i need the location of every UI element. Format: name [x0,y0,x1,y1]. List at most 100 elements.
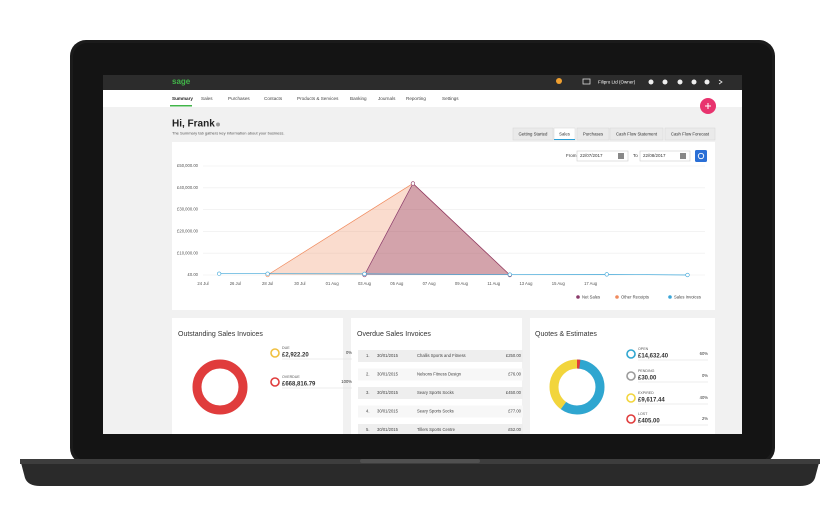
logout-icon[interactable] [718,79,723,85]
tab-label[interactable]: Cash Flow Forecast [671,132,710,137]
notification-icon[interactable] [556,78,562,84]
legend-marker [576,295,580,299]
point[interactable] [507,272,512,277]
home-icon[interactable] [648,79,654,85]
table-cell: £76.00 [508,372,521,377]
from-label: From [566,153,577,158]
tab-active-underline [554,139,575,140]
item-label: LOST [638,412,648,416]
nav-item[interactable]: Purchases [228,96,250,101]
gauge-icon [626,414,636,424]
refresh-button[interactable] [695,150,707,162]
help-icon[interactable] [677,79,683,85]
nav-item[interactable]: Journals [378,96,396,101]
table-cell: 3. [366,390,370,395]
x-tick-label: 30 Jul [294,281,305,286]
table-row[interactable] [358,387,523,399]
tab-label[interactable]: Purchases [583,132,603,137]
tab-label[interactable]: Cash Flow Statement [616,132,658,137]
screen: sage Filipro Ltd (Owner) Summary Sales Pur… [103,75,742,436]
laptop-base [20,459,820,486]
gauge-icon [626,349,636,359]
donut-segment [549,359,605,415]
y-tick-label: £30,000.00 [177,207,199,212]
nav-item[interactable]: Summary [172,96,193,101]
nav-item[interactable]: Settings [442,96,459,101]
calendar-icon[interactable] [680,153,686,159]
item-amount: £14,632.40 [638,354,669,360]
x-tick-label: 09 Aug [455,281,469,286]
panel-title: Quotes & Estimates [535,331,597,338]
table-row[interactable] [358,424,523,436]
settings-icon[interactable] [691,79,697,85]
point[interactable] [362,271,367,277]
item-percent: 0% [702,373,708,378]
tab-label[interactable]: Sales [559,132,570,137]
menu-icon[interactable] [582,78,591,85]
panel-title: Outstanding Sales Invoices [178,331,263,338]
x-tick-label: 13 Aug [519,281,533,286]
legend-label: Sales Invoices [674,295,701,300]
table-cell: 30/01/2015 [377,353,399,358]
x-tick-label: 11 Aug [487,281,500,286]
table-cell: 2. [366,372,370,377]
table-cell: Challis Sports and Fitness [417,353,466,358]
point[interactable] [265,271,270,276]
laptop-notch [360,459,480,463]
table-cell: Nelsons Fitness Design [417,372,462,377]
greeting: Hi, Frank [172,119,215,130]
table-cell: 5. [366,427,370,432]
point[interactable] [604,272,609,277]
item-label: EXPIRED [638,391,654,395]
table-cell: Seary Sports Socks [417,409,454,414]
item-label: DUE [282,346,290,350]
table-cell: 30/01/2015 [377,427,399,432]
x-tick-label: 28 Jul [262,281,273,286]
calendar-icon[interactable] [618,153,624,159]
nav-bar [103,90,742,107]
announce-icon[interactable] [662,79,668,85]
tab[interactable] [576,127,610,141]
y-tick-label: £10,000.00 [177,250,199,255]
point[interactable] [410,181,416,186]
point[interactable] [217,271,222,276]
item-amount: £2,922.20 [282,353,309,359]
x-tick-label: 26 Jul [230,281,241,286]
nav-item[interactable]: Products & Services [297,96,339,101]
item-label: OPEN [638,347,649,351]
table-row[interactable] [358,405,523,418]
x-tick-label: 24 Jul [197,281,208,286]
add-icon [705,103,711,109]
user-icon[interactable] [704,79,710,85]
item-percent: 100% [341,379,352,384]
from-input[interactable] [576,150,629,162]
account-name[interactable]: Filipro Ltd (Owner) [598,80,636,85]
info-icon[interactable] [216,122,220,127]
tab-label[interactable]: Getting Started [519,132,549,137]
to-input[interactable] [639,150,691,162]
nav-item[interactable]: Contacts [264,96,283,101]
tab[interactable] [664,127,716,141]
tab[interactable] [512,127,554,141]
gauge-icon [626,371,636,381]
item-percent: 60% [700,351,709,356]
y-tick-label: £20,000.00 [177,229,199,234]
from-date[interactable]: 22/07/2017 [580,153,603,158]
table-cell: 30/01/2015 [377,409,399,414]
point[interactable] [685,272,690,278]
nav-active-underline [170,105,192,107]
y-tick-label: £0.00 [188,272,199,277]
area [364,183,510,275]
x-tick-label: 07 Aug [423,281,437,286]
nav-item[interactable]: Sales [201,96,213,101]
tabs: Getting Started Sales Purchases Cash Flow S… [512,127,716,141]
to-date[interactable]: 22/08/2017 [643,153,666,158]
nav-item[interactable]: Reporting [406,96,426,101]
nav-item[interactable]: Banking [350,96,367,101]
tab[interactable] [609,127,664,141]
table-row[interactable] [358,350,523,362]
table-row[interactable] [358,368,523,381]
item-percent: 0% [346,350,352,355]
